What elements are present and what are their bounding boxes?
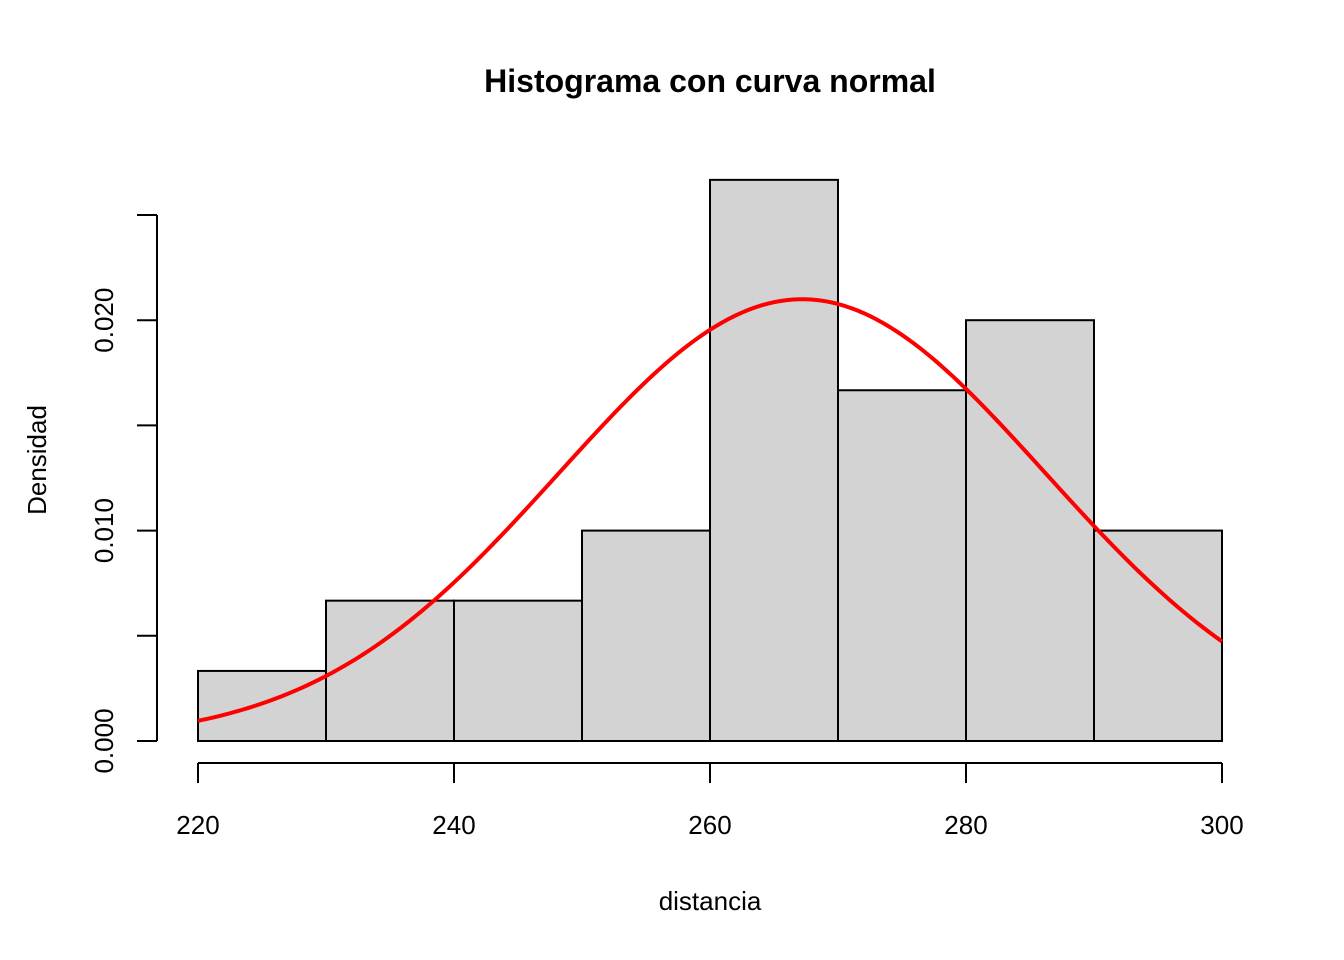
x-tick-label: 300 [1200,810,1243,840]
chart-title: Histograma con curva normal [484,63,936,99]
histogram-bar-250-260 [581,529,711,742]
x-axis-label: distancia [659,886,762,916]
histogram-bar-240-250 [453,599,583,743]
histogram-bar-270-280 [837,389,967,742]
histogram-bars [197,178,1223,743]
normal-curve [197,297,1224,723]
histogram-bar-290-300 [1093,529,1223,742]
histogram-bar-230-240 [325,599,455,743]
y-axis: 0.000 0.010 0.020 [89,214,158,774]
x-tick-label: 240 [432,810,475,840]
y-tick-label: 0.010 [89,498,119,563]
histogram-bar-220-230 [197,669,327,743]
x-tick-label: 260 [688,810,731,840]
y-axis-label: Densidad [22,405,52,515]
x-tick-label: 280 [944,810,987,840]
histogram-bar-280-290 [965,319,1095,742]
y-tick-label: 0.020 [89,288,119,353]
x-tick-label: 220 [176,810,219,840]
x-axis: 220 240 260 280 300 [176,762,1244,840]
histogram-bar-260-270 [709,178,839,742]
y-tick-label: 0.000 [89,708,119,773]
